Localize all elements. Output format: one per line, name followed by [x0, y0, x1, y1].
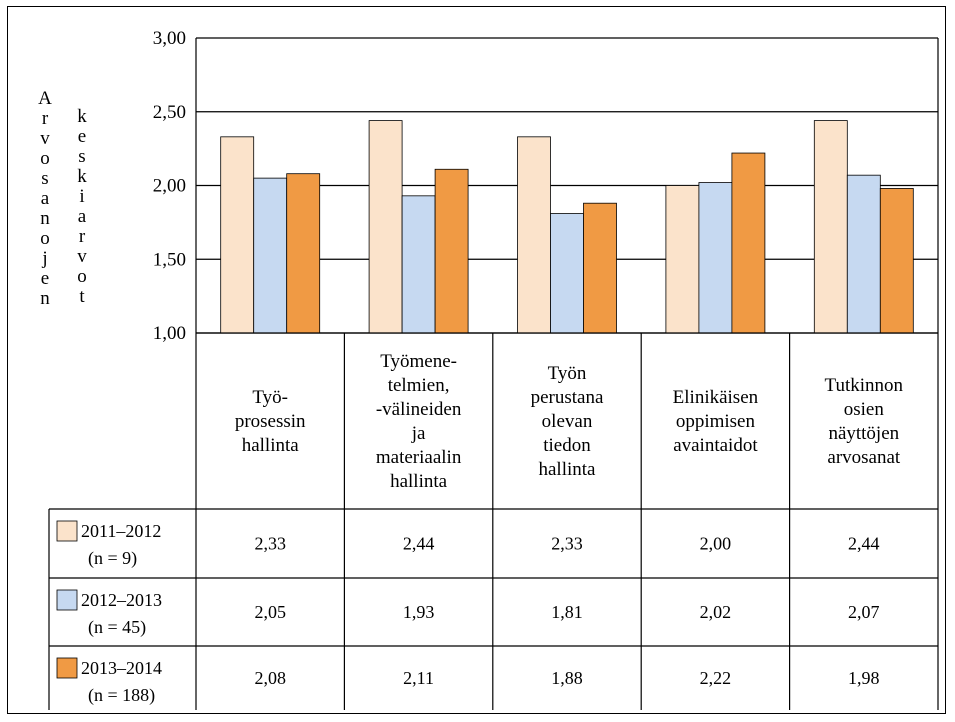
data-table-value: 2,22: [700, 668, 732, 688]
data-table-value: 2,05: [254, 602, 286, 622]
y-axis-label-char: s: [41, 168, 48, 189]
data-table-value: 2,33: [254, 534, 286, 554]
data-table-value: 1,81: [551, 602, 583, 622]
bar-series2-cat1: [434, 168, 469, 334]
y-axis-label-char: a: [78, 206, 87, 227]
chart-frame: [7, 6, 946, 714]
category-label-4: näyttöjen: [828, 423, 899, 444]
legend-series-label: 2011–2012: [81, 521, 161, 541]
y-axis-label-char: i: [79, 186, 84, 207]
bar-series0-cat1: [368, 120, 403, 334]
data-table-value: 2,33: [551, 534, 583, 554]
category-label-1: ja: [411, 423, 426, 444]
y-axis-label-char: k: [77, 106, 87, 127]
category-label-4: Tutkinnon: [825, 375, 904, 396]
y-axis-label-char: n: [40, 288, 50, 309]
bar-series2-cat2: [583, 202, 617, 334]
y-axis-label-char: o: [40, 228, 50, 249]
category-label-0: prosessin: [235, 411, 306, 432]
bar-series2-cat3: [731, 152, 766, 334]
legend-swatch-2: [56, 657, 78, 679]
y-tick-label: 2,50: [153, 102, 186, 123]
y-tick-label: 2,00: [153, 176, 186, 197]
bar-series0-cat2: [517, 136, 551, 334]
bar-series2-cat4: [879, 188, 914, 334]
legend-series-label: 2012–2013: [81, 590, 162, 610]
category-label-4: osien: [844, 399, 885, 420]
category-label-2: perustana: [531, 387, 604, 408]
category-label-3: oppimisen: [676, 411, 756, 432]
y-axis-label-char: r: [42, 108, 49, 129]
bar-series1-cat1: [401, 195, 436, 334]
legend-swatch-1: [56, 589, 78, 611]
y-axis-label-char: k: [77, 166, 87, 187]
y-axis-label-char: a: [41, 188, 50, 209]
category-label-2: hallinta: [539, 459, 597, 480]
bar-series2-cat0: [286, 173, 321, 334]
category-label-0: hallinta: [242, 435, 300, 456]
category-label-3: Elinikäisen: [673, 387, 759, 408]
data-table-value: 2,44: [403, 534, 435, 554]
legend-series-label: (n = 9): [88, 548, 137, 569]
bar-series1-cat4: [846, 174, 881, 334]
category-label-4: arvosanat: [827, 447, 901, 468]
y-axis-label-char: A: [38, 88, 52, 109]
data-table-value: 1,88: [551, 668, 583, 688]
data-table-value: 2,11: [403, 668, 434, 688]
y-axis-label-char: e: [41, 268, 49, 289]
legend-series-label: (n = 45): [88, 617, 146, 638]
y-axis-label-char: o: [77, 266, 87, 287]
y-axis-label-char: n: [40, 208, 50, 229]
category-label-1: -välineiden: [376, 399, 462, 420]
category-label-1: telmien,: [388, 375, 450, 396]
y-tick-label: 1,00: [153, 323, 186, 344]
category-label-0: Työ-: [252, 387, 288, 408]
y-axis-label-char: o: [40, 148, 50, 169]
y-axis-label-char: v: [40, 128, 50, 149]
data-table-value: 2,44: [848, 534, 880, 554]
bar-series0-cat4: [813, 120, 848, 334]
category-label-3: avaintaidot: [673, 435, 758, 456]
bar-series1-cat0: [253, 177, 288, 334]
y-axis-label-char: s: [78, 146, 85, 167]
legend-series-label: (n = 188): [88, 685, 155, 706]
y-axis-label-char: v: [77, 246, 87, 267]
bar-series1-cat3: [698, 182, 733, 334]
legend-swatch-0: [56, 520, 78, 542]
data-table-value: 1,93: [403, 602, 435, 622]
category-label-2: Työn: [548, 363, 587, 384]
data-table-value: 2,08: [254, 668, 286, 688]
category-label-2: tiedon: [543, 435, 591, 456]
y-tick-label: 3,00: [153, 28, 186, 49]
bar-series0-cat0: [220, 136, 255, 334]
category-label-2: olevan: [542, 411, 593, 432]
bar-series1-cat2: [550, 213, 584, 334]
y-axis-label-char: e: [78, 126, 86, 147]
legend-series-label: 2013–2014: [81, 658, 162, 678]
y-axis-label-char: t: [79, 286, 85, 307]
category-label-1: hallinta: [390, 471, 448, 492]
y-axis-label-char: r: [79, 226, 86, 247]
y-axis-label-char: j: [41, 248, 47, 269]
data-table-value: 2,07: [848, 602, 880, 622]
data-table-value: 2,02: [700, 602, 732, 622]
category-label-1: Työmene-: [380, 351, 457, 372]
category-label-1: materiaalin: [376, 447, 462, 468]
data-table-value: 1,98: [848, 668, 880, 688]
y-tick-label: 1,50: [153, 249, 186, 270]
data-table-value: 2,00: [700, 534, 732, 554]
bar-series0-cat3: [665, 185, 700, 334]
